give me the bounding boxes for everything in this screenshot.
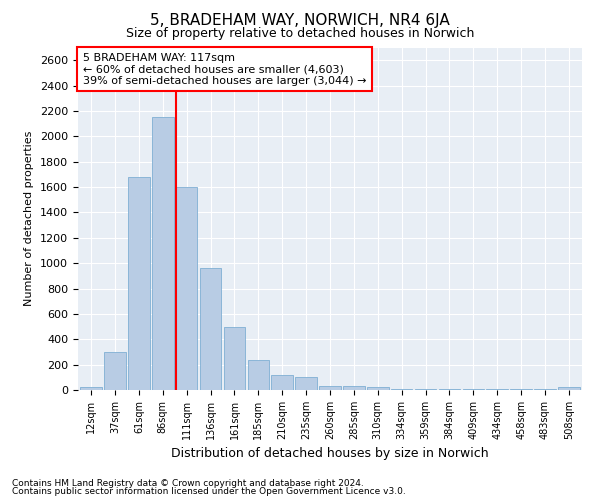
Bar [80, 387, 102, 390]
Bar [248, 360, 269, 390]
Bar [271, 375, 293, 390]
Bar [319, 386, 341, 390]
Text: Size of property relative to detached houses in Norwich: Size of property relative to detached ho… [126, 28, 474, 40]
Bar [104, 352, 126, 390]
Text: Contains HM Land Registry data © Crown copyright and database right 2024.: Contains HM Land Registry data © Crown c… [12, 478, 364, 488]
Bar [176, 187, 197, 390]
Bar [558, 387, 580, 390]
Bar [224, 326, 245, 390]
Y-axis label: Number of detached properties: Number of detached properties [25, 131, 34, 306]
Bar [128, 177, 149, 390]
Bar [343, 386, 365, 390]
Text: 5, BRADEHAM WAY, NORWICH, NR4 6JA: 5, BRADEHAM WAY, NORWICH, NR4 6JA [150, 12, 450, 28]
Text: 5 BRADEHAM WAY: 117sqm
← 60% of detached houses are smaller (4,603)
39% of semi-: 5 BRADEHAM WAY: 117sqm ← 60% of detached… [83, 52, 367, 86]
Bar [295, 378, 317, 390]
Bar [367, 387, 389, 390]
Bar [200, 268, 221, 390]
Text: Contains public sector information licensed under the Open Government Licence v3: Contains public sector information licen… [12, 487, 406, 496]
Bar [152, 118, 173, 390]
X-axis label: Distribution of detached houses by size in Norwich: Distribution of detached houses by size … [171, 448, 489, 460]
